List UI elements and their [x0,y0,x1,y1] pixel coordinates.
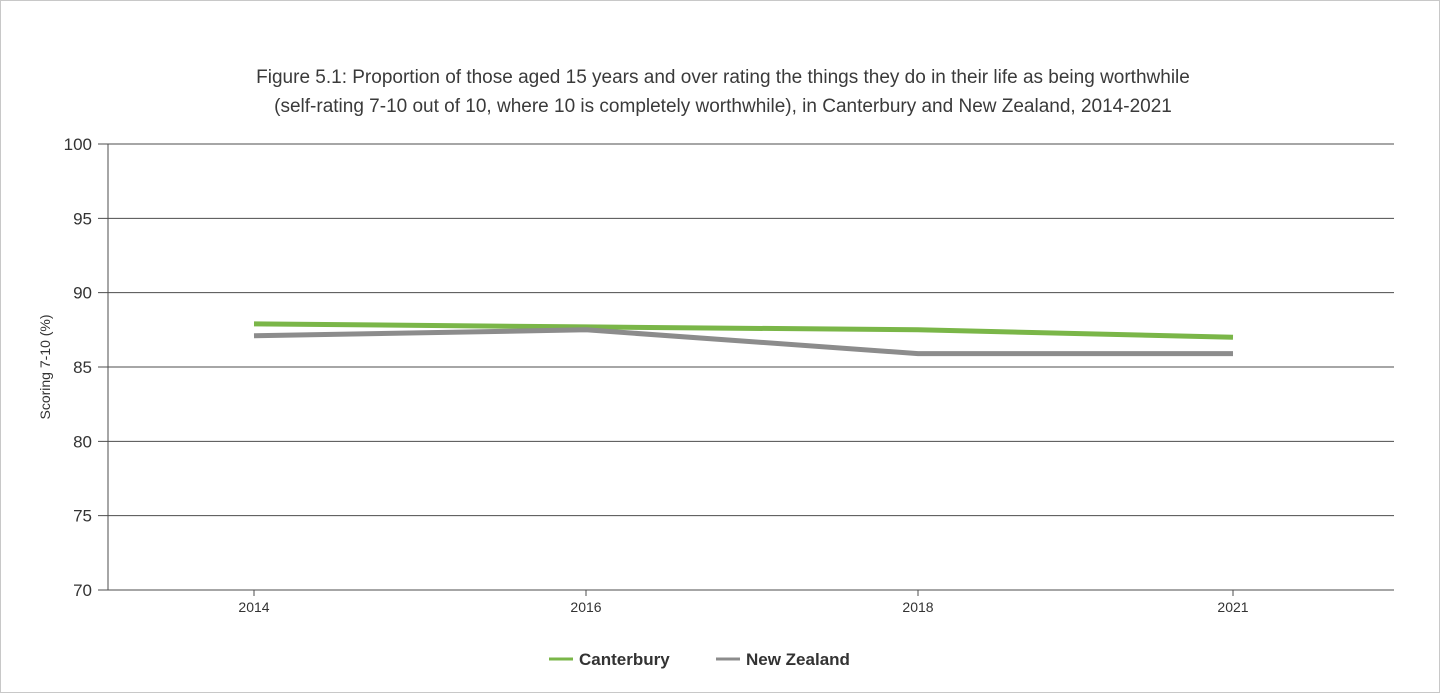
y-axis-title: Scoring 7-10 (%) [37,314,53,419]
y-tick-label: 100 [64,135,92,154]
y-tick-label: 80 [73,432,92,451]
gridlines [98,144,1394,590]
y-tick-label: 75 [73,507,92,526]
x-tick-label: 2021 [1217,599,1248,615]
chart-title: Figure 5.1: Proportion of those aged 15 … [256,67,1190,117]
y-tick-label: 70 [73,581,92,600]
x-tick-label: 2018 [902,599,933,615]
legend-label-new-zealand: New Zealand [746,650,850,669]
y-tick-label: 95 [73,209,92,228]
y-tick-label: 85 [73,358,92,377]
chart-title-line-2: (self-rating 7-10 out of 10, where 10 is… [274,96,1172,117]
legend: Canterbury New Zealand [549,650,850,669]
y-axis-ticks: 70 75 80 85 90 95 100 [64,135,92,600]
x-tick-label: 2014 [238,599,269,615]
series-lines [254,324,1233,354]
x-tick-label: 2016 [570,599,601,615]
chart-title-line-1: Figure 5.1: Proportion of those aged 15 … [256,67,1190,88]
y-tick-label: 90 [73,284,92,303]
legend-label-canterbury: Canterbury [579,650,670,669]
x-axis-ticks: 2014 2016 2018 2021 [238,590,1248,615]
